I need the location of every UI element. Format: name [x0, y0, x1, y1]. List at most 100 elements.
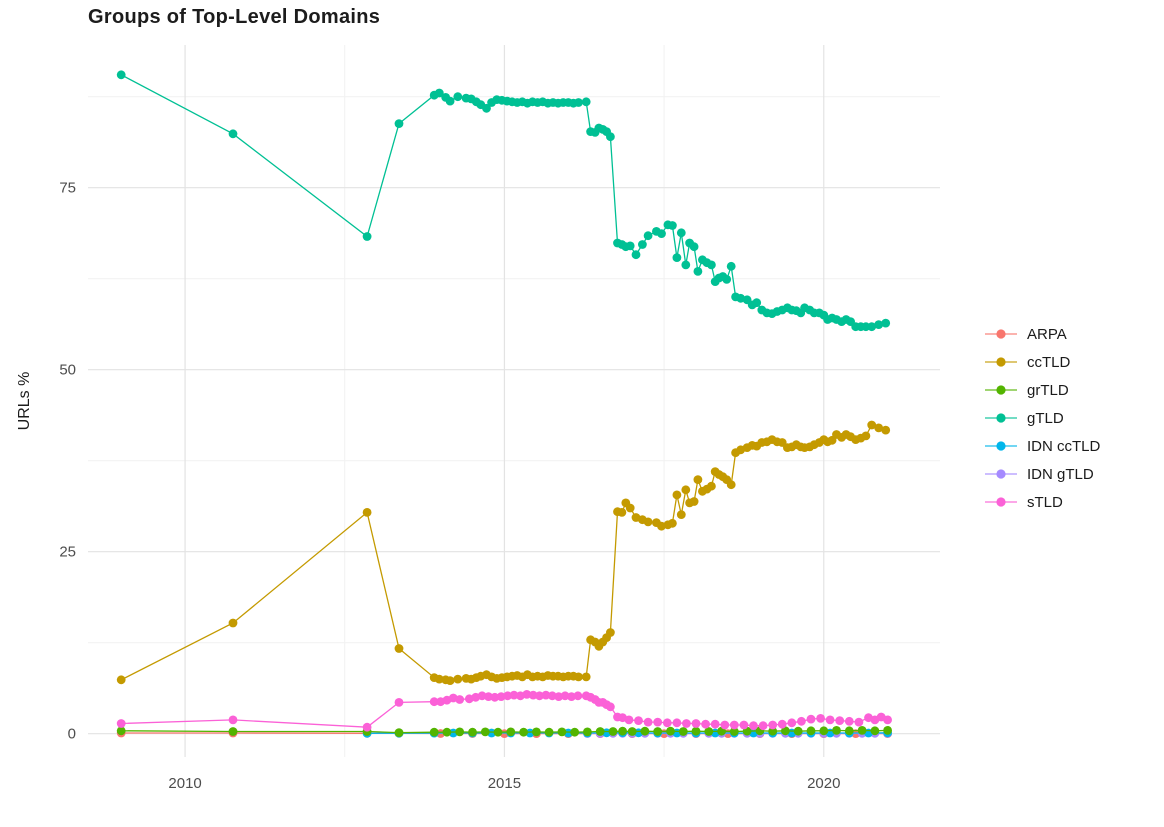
data-point-grTLD	[493, 727, 503, 737]
y-tick-label: 0	[68, 726, 76, 743]
data-point-ccTLD	[574, 672, 583, 682]
data-point-sTLD	[806, 714, 816, 724]
data-point-gTLD	[643, 231, 653, 241]
data-point-gTLD	[672, 253, 682, 262]
legend-label: grTLD	[1027, 381, 1069, 399]
data-point-sTLD	[720, 720, 730, 730]
data-point-grTLD	[394, 728, 404, 737]
data-point-sTLD	[854, 717, 864, 727]
data-point-sTLD	[567, 692, 576, 701]
data-point-sTLD	[729, 720, 739, 730]
data-point-grTLD	[583, 727, 592, 737]
data-point-sTLD	[490, 692, 500, 702]
data-point-grTLD	[883, 726, 892, 735]
data-point-ccTLD	[228, 618, 238, 628]
data-point-sTLD	[749, 721, 758, 731]
data-point-sTLD	[116, 719, 126, 728]
data-point-grTLD	[793, 726, 803, 736]
data-point-sTLD	[477, 691, 487, 701]
data-point-gTLD	[874, 320, 884, 329]
data-point-grTLD	[832, 726, 841, 735]
data-point-grTLD	[532, 727, 541, 737]
data-point-sTLD	[560, 691, 570, 701]
data-point-ccTLD	[668, 518, 677, 528]
data-point-grTLD	[857, 726, 867, 735]
data-point-ccTLD	[874, 423, 884, 433]
data-point-gTLD	[453, 92, 463, 102]
data-point-grTLD	[468, 727, 477, 737]
data-point-grTLD	[570, 727, 580, 737]
data-point-gTLD	[638, 240, 647, 249]
data-point-sTLD	[835, 716, 845, 725]
data-point-gTLD	[394, 119, 404, 128]
data-point-grTLD	[819, 726, 829, 736]
data-point-sTLD	[682, 719, 691, 728]
data-point-gTLD	[722, 275, 732, 284]
data-point-sTLD	[554, 692, 564, 701]
data-point-sTLD	[643, 717, 653, 727]
legend-key-point	[996, 329, 1006, 339]
data-point-grTLD	[429, 727, 439, 737]
legend-key-point	[996, 413, 1006, 423]
legend-key-icon	[985, 385, 1017, 395]
data-point-grTLD	[666, 726, 675, 736]
data-point-sTLD	[429, 697, 439, 707]
data-point-sTLD	[496, 692, 506, 701]
data-point-sTLD	[503, 691, 512, 701]
legend-item-IDN-ccTLD: IDN ccTLD	[984, 432, 1100, 460]
data-point-gTLD	[445, 96, 455, 106]
y-axis-title: URLs %	[16, 371, 33, 431]
data-point-sTLD	[844, 716, 854, 726]
data-point-grTLD	[627, 727, 637, 736]
data-point-ccTLD	[867, 420, 877, 430]
data-point-ccTLD	[116, 675, 126, 685]
data-point-ccTLD	[606, 628, 615, 637]
data-point-sTLD	[768, 720, 778, 730]
data-point-grTLD	[640, 726, 650, 736]
data-point-sTLD	[739, 720, 749, 730]
data-point-sTLD	[653, 717, 663, 727]
data-point-sTLD	[624, 715, 634, 725]
legend-label: gTLD	[1027, 409, 1064, 427]
data-point-ccTLD	[394, 644, 404, 653]
legend-key-point	[996, 497, 1006, 507]
legend-key-point	[996, 441, 1006, 451]
data-point-gTLD	[752, 298, 762, 308]
legend-label: ARPA	[1027, 325, 1067, 343]
data-point-grTLD	[729, 727, 739, 736]
data-point-sTLD	[394, 698, 404, 707]
data-point-grTLD	[595, 727, 605, 736]
data-point-sTLD	[573, 691, 583, 701]
series-grTLD	[116, 726, 892, 737]
data-point-ccTLD	[681, 485, 691, 495]
legend-key-point	[996, 357, 1006, 367]
data-point-grTLD	[608, 727, 618, 736]
data-point-grTLD	[704, 727, 714, 736]
data-point-grTLD	[618, 726, 627, 736]
x-tick-label: 2020	[807, 775, 840, 792]
data-point-ccTLD	[861, 431, 871, 441]
data-point-gTLD	[574, 98, 583, 107]
data-point-sTLD	[710, 719, 720, 729]
data-point-grTLD	[557, 727, 567, 737]
data-point-sTLD	[691, 719, 701, 728]
data-point-grTLD	[653, 727, 663, 736]
data-point-sTLD	[455, 695, 465, 704]
data-point-ccTLD	[693, 475, 703, 484]
legend: ARPA ccTLD grTLD gTLD IDN ccTLD IDN gTLD sTLD	[984, 320, 1100, 516]
data-point-gTLD	[581, 97, 591, 107]
data-point-ccTLD	[445, 676, 455, 685]
data-point-grTLD	[844, 726, 854, 736]
data-point-gTLD	[116, 70, 126, 80]
data-point-ccTLD	[453, 674, 463, 684]
data-point-gTLD	[482, 103, 491, 113]
y-tick-label: 25	[59, 544, 76, 561]
data-point-sTLD	[758, 721, 768, 731]
data-point-sTLD	[541, 690, 551, 700]
data-point-grTLD	[678, 727, 688, 736]
legend-key-icon	[985, 497, 1017, 507]
data-point-sTLD	[701, 719, 710, 729]
data-point-sTLD	[777, 719, 787, 729]
data-point-sTLD	[662, 718, 672, 728]
data-point-sTLD	[816, 714, 825, 723]
